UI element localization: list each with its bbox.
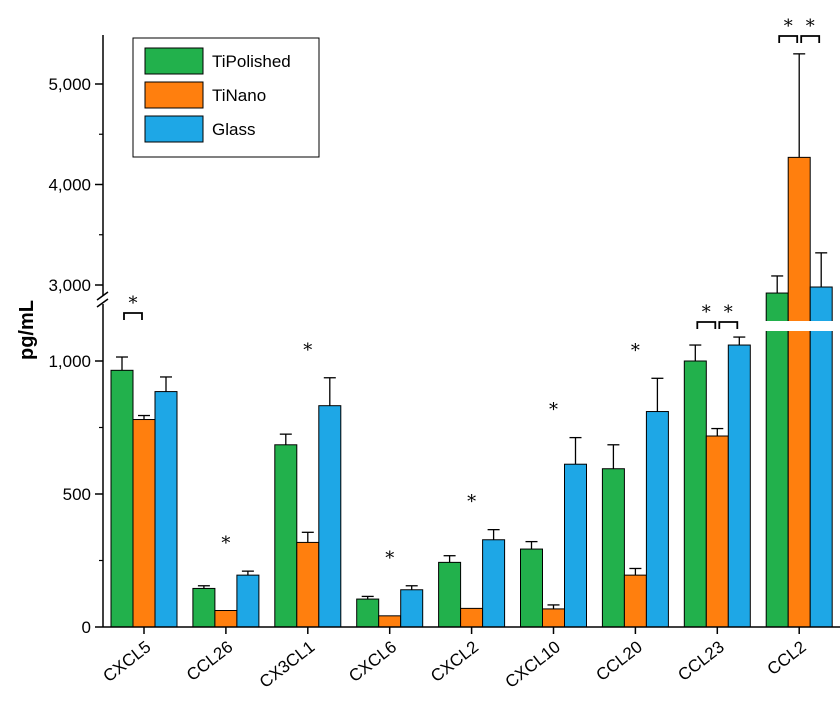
legend-swatch-tipolished <box>144 47 204 75</box>
bar-glass-ccl23 <box>727 344 751 628</box>
bar-glass-ccl2 <box>809 286 833 628</box>
x-tick-label: CXCL6 <box>345 637 400 686</box>
significance-star: * <box>631 340 640 361</box>
bar-tinano-ccl26 <box>214 610 238 628</box>
y-tick-label: 3,000 <box>48 276 91 295</box>
y-axis-label: pg/mL <box>16 300 38 360</box>
bar-tipolished-cxcl6 <box>356 598 380 628</box>
y-tick-label: 0 <box>82 618 91 637</box>
legend-swatch-tinano <box>144 81 204 109</box>
x-tick-label: CCL26 <box>183 637 236 685</box>
bar-glass-cxcl6 <box>400 589 424 628</box>
significance-star: * <box>385 548 394 569</box>
significance-star: * <box>303 340 312 361</box>
x-tick-label: CCL20 <box>592 637 645 685</box>
bar-glass-cxcl10 <box>564 463 587 628</box>
x-tick-label: CX3CL1 <box>256 637 318 692</box>
legend-label-tinano: TiNano <box>212 86 266 105</box>
y-tick-label: 500 <box>63 485 91 504</box>
bar-glass-cxcl5 <box>154 391 178 628</box>
x-tick-label: CCL23 <box>674 637 727 685</box>
significance-bracket <box>800 35 821 43</box>
bar-tinano-cxcl2 <box>460 607 484 628</box>
significance-bracket <box>778 35 799 43</box>
significance-layer: * * * * * * * * * * * <box>123 16 821 569</box>
significance-star: * <box>221 533 230 554</box>
axis-break-mark <box>96 298 109 308</box>
x-tick-label: CCL2 <box>764 637 810 679</box>
legend-label-tipolished: TiPolished <box>212 52 291 71</box>
x-tick-label: CXCL5 <box>100 637 155 686</box>
y-tick-label: 1,000 <box>48 352 91 371</box>
bar-tipolished-ccl26 <box>192 587 216 628</box>
legend-label-glass: Glass <box>212 120 255 139</box>
bar-tipolished-ccl2 <box>765 292 789 628</box>
bar-tipolished-cxcl10 <box>520 548 543 628</box>
legend-swatch-glass <box>144 115 204 143</box>
bar-tipolished-ccl23 <box>683 360 707 628</box>
y-tick-label: 5,000 <box>48 75 91 94</box>
bar-tinano-cxcl5 <box>132 419 156 628</box>
significance-bracket <box>123 312 143 320</box>
significance-bracket <box>696 321 717 329</box>
bar-tinano-ccl20 <box>623 574 647 628</box>
significance-star: * <box>129 293 138 314</box>
significance-star: * <box>549 400 558 421</box>
bar-tinano-ccl2 <box>787 156 811 628</box>
bar-tipolished-ccl20 <box>601 468 625 628</box>
bar-tipolished-cxcl2 <box>438 561 462 628</box>
x-tick-label: CXCL2 <box>427 637 482 686</box>
bar-glass-ccl20 <box>645 411 669 628</box>
bars-layer <box>104 156 840 628</box>
axis-break-mark <box>96 291 109 301</box>
bar-glass-ccl26 <box>236 574 260 628</box>
bar-tipolished-cxcl5 <box>110 369 134 628</box>
significance-star: * <box>702 302 711 323</box>
bar-glass-cxcl2 <box>482 539 506 628</box>
significance-star: * <box>784 16 793 37</box>
legend: TiPolished TiNano Glass <box>132 37 320 158</box>
x-tick-label: CXCL10 <box>502 637 564 692</box>
bar-tinano-cxcl6 <box>378 615 402 628</box>
bar-glass-cx3cl1 <box>318 405 342 628</box>
axis-break-band <box>104 321 840 331</box>
error-bars-layer <box>116 53 828 609</box>
axis-break-gap <box>97 296 109 304</box>
bar-tinano-cxcl10 <box>542 608 565 628</box>
significance-bracket <box>718 321 739 329</box>
bar-tinano-cx3cl1 <box>296 541 320 628</box>
significance-star: * <box>806 16 815 37</box>
bar-tipolished-cx3cl1 <box>274 444 298 628</box>
bar-tinano-ccl23 <box>705 435 729 628</box>
y-tick-label: 4,000 <box>48 176 91 195</box>
significance-star: * <box>724 302 733 323</box>
significance-star: * <box>467 492 476 513</box>
